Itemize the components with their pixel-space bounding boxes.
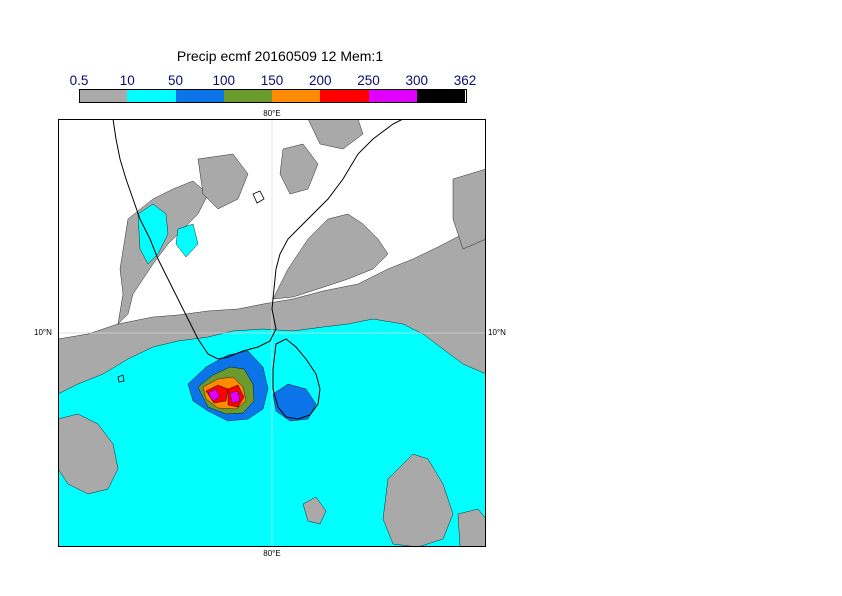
lat-label-left: 10°N xyxy=(34,328,52,337)
legend-swatch xyxy=(79,89,128,102)
precip-band-0.5-10 xyxy=(302,496,327,525)
legend-swatch xyxy=(175,89,224,102)
legend-label: 250 xyxy=(357,73,380,88)
legend-swatch xyxy=(127,89,176,102)
legend-swatch xyxy=(223,89,272,102)
precip-band-0.5-10 xyxy=(279,143,319,195)
map-title: Precip ecmf 20160509 12 Mem:1 xyxy=(176,48,384,64)
island-outline xyxy=(252,190,265,204)
precip-map: 80°E 80°E 10°N 10°N xyxy=(34,109,506,558)
legend-label: 0.5 xyxy=(69,73,89,88)
coastline-india xyxy=(112,118,404,360)
lon-label-bottom: 80°E xyxy=(263,549,281,558)
precip-band-0.5-10 xyxy=(197,153,249,210)
legend-label: 150 xyxy=(260,73,284,88)
legend-label: 200 xyxy=(308,73,332,88)
coastline-sri-lanka xyxy=(272,338,321,420)
legend-label: 300 xyxy=(405,73,429,88)
lat-label-right: 10°N xyxy=(488,328,506,337)
legend-label: 362 xyxy=(453,73,477,88)
precip-band-250-300 xyxy=(229,390,241,404)
legend-label: 100 xyxy=(212,73,236,88)
precip-band-250-300 xyxy=(207,388,221,402)
legend-swatch xyxy=(368,89,417,102)
precip-band-0.5-10 xyxy=(272,213,389,300)
precip-band-0.5-10 xyxy=(382,453,454,548)
lon-label-top: 80°E xyxy=(263,109,281,118)
legend-swatch xyxy=(416,89,465,102)
legend-swatch xyxy=(320,89,369,102)
island-outline xyxy=(117,374,125,383)
precip-band-10-50 xyxy=(137,203,169,265)
map-canvas xyxy=(57,118,487,548)
precip-band-10-50 xyxy=(175,223,199,258)
legend-label: 10 xyxy=(119,73,135,88)
map-border xyxy=(58,119,486,547)
legend-label: 50 xyxy=(167,73,184,88)
precip-band-0.5-10 xyxy=(57,413,119,495)
legend-swatch xyxy=(272,89,321,102)
precip-band-0.5-10 xyxy=(457,508,487,548)
precip-band-0.5-10 xyxy=(452,168,487,250)
